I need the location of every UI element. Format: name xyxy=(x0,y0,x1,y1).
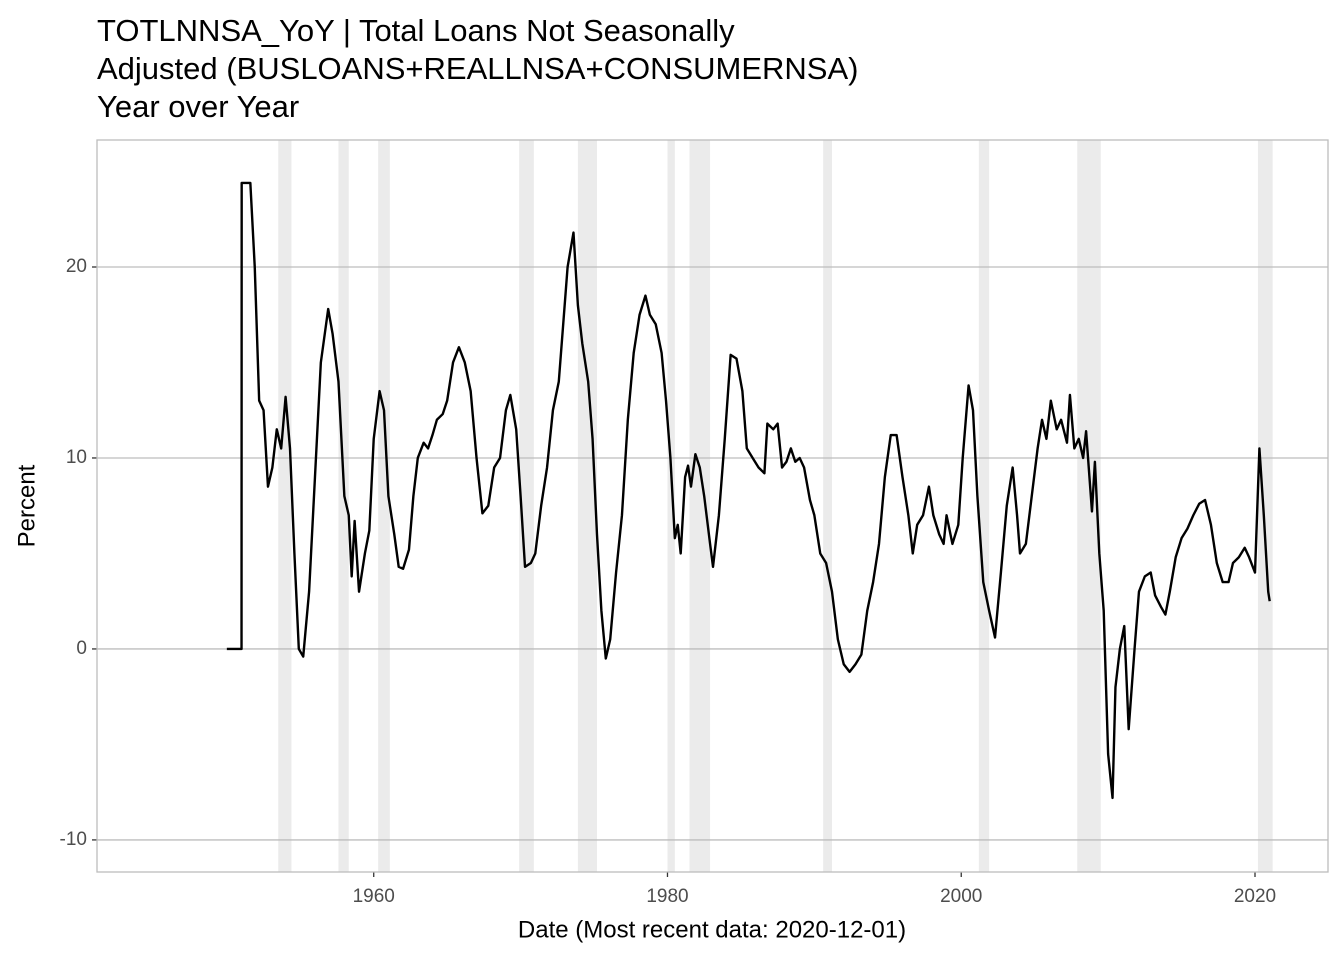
shaded-period xyxy=(823,140,832,872)
x-axis-label: Date (Most recent data: 2020-12-01) xyxy=(518,916,906,943)
y-tick-label: 0 xyxy=(76,638,87,659)
data-line xyxy=(226,181,1271,800)
y-tick-label: 10 xyxy=(66,447,87,468)
chart-title: Year over Year xyxy=(97,89,299,124)
shaded-period xyxy=(667,140,675,872)
shaded-period xyxy=(689,140,711,872)
chart-title: Adjusted (BUSLOANS+REALLNSA+CONSUMERNSA) xyxy=(97,51,858,86)
x-tick-label: 2020 xyxy=(1234,886,1276,907)
y-tick-label: 20 xyxy=(66,256,87,277)
shaded-period xyxy=(1077,140,1101,872)
shaded-period xyxy=(1257,140,1273,872)
chart-title: TOTLNNSA_YoY | Total Loans Not Seasonall… xyxy=(97,13,735,48)
shaded-period xyxy=(378,140,390,872)
x-tick-label: 1980 xyxy=(646,886,688,907)
y-axis-label: Percent xyxy=(13,464,40,547)
shaded-period xyxy=(278,140,292,872)
shaded-period xyxy=(978,140,990,872)
shaded-period xyxy=(577,140,597,872)
y-tick-label: -10 xyxy=(60,829,87,850)
shaded-period xyxy=(519,140,534,872)
x-tick-label: 1960 xyxy=(353,886,395,907)
x-tick-label: 2000 xyxy=(940,886,982,907)
shaded-period xyxy=(338,140,349,872)
plot-border xyxy=(96,139,1329,873)
